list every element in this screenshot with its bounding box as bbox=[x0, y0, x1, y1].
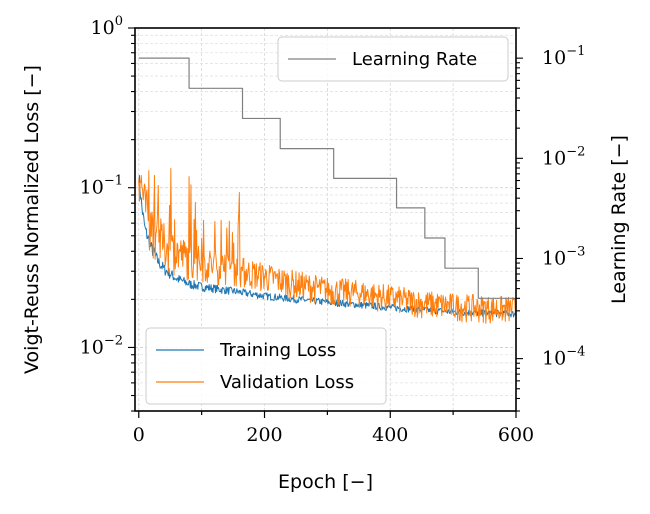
series-line-training-loss bbox=[138, 175, 516, 318]
legend-learning-rate: Learning Rate bbox=[277, 36, 509, 82]
tick-base: 10 bbox=[542, 147, 566, 169]
legend-label: Training Loss bbox=[219, 340, 336, 361]
tick-base: 10 bbox=[542, 47, 566, 69]
legend-learning-rate-box bbox=[277, 36, 509, 82]
tick-base: 10 bbox=[80, 336, 104, 358]
tick-exponent: −4 bbox=[566, 345, 585, 360]
legend-losses: Training Loss Validation Loss bbox=[145, 327, 387, 405]
y-right-tick-label: 10−2 bbox=[542, 144, 585, 169]
tick-base: 10 bbox=[91, 17, 115, 39]
y-right-tick-label: 10−1 bbox=[542, 44, 585, 69]
tick-base: 10 bbox=[542, 247, 566, 269]
x-axis-label: Epoch [−] bbox=[278, 471, 373, 493]
tick-exponent: 0 bbox=[115, 14, 123, 29]
series-group bbox=[138, 57, 516, 324]
tick-base: 10 bbox=[80, 177, 104, 199]
legend-label: Learning Rate bbox=[352, 49, 477, 70]
tick-exponent: −3 bbox=[566, 244, 585, 259]
x-tick-label: 200 bbox=[246, 424, 282, 446]
y-left-tick-label: 10−2 bbox=[80, 333, 123, 358]
y-left-tick-label: 10−1 bbox=[80, 174, 123, 199]
tick-exponent: −1 bbox=[104, 174, 123, 189]
y-right-tick-label: 10−4 bbox=[542, 345, 585, 370]
y-left-tick-label: 100 bbox=[91, 14, 123, 39]
plot-frame bbox=[134, 27, 517, 412]
legend-losses-box bbox=[145, 327, 387, 405]
legend-label: Validation Loss bbox=[220, 372, 354, 393]
series-line-learning-rate bbox=[138, 57, 516, 299]
tick-exponent: −1 bbox=[566, 44, 585, 59]
series-line-validation-loss bbox=[138, 167, 516, 324]
tick-base: 10 bbox=[542, 348, 566, 370]
y-right-tick-label: 10−3 bbox=[542, 244, 585, 269]
tick-exponent: −2 bbox=[566, 144, 585, 159]
tick-exponent: −2 bbox=[104, 333, 123, 348]
y-left-axis-label: Voigt-Reuss Normalized Loss [−] bbox=[21, 65, 43, 374]
y-right-axis-label: Learning Rate [−] bbox=[608, 135, 630, 304]
x-tick-label: 0 bbox=[133, 424, 145, 446]
x-tick-label: 600 bbox=[498, 424, 534, 446]
x-tick-label: 400 bbox=[372, 424, 408, 446]
